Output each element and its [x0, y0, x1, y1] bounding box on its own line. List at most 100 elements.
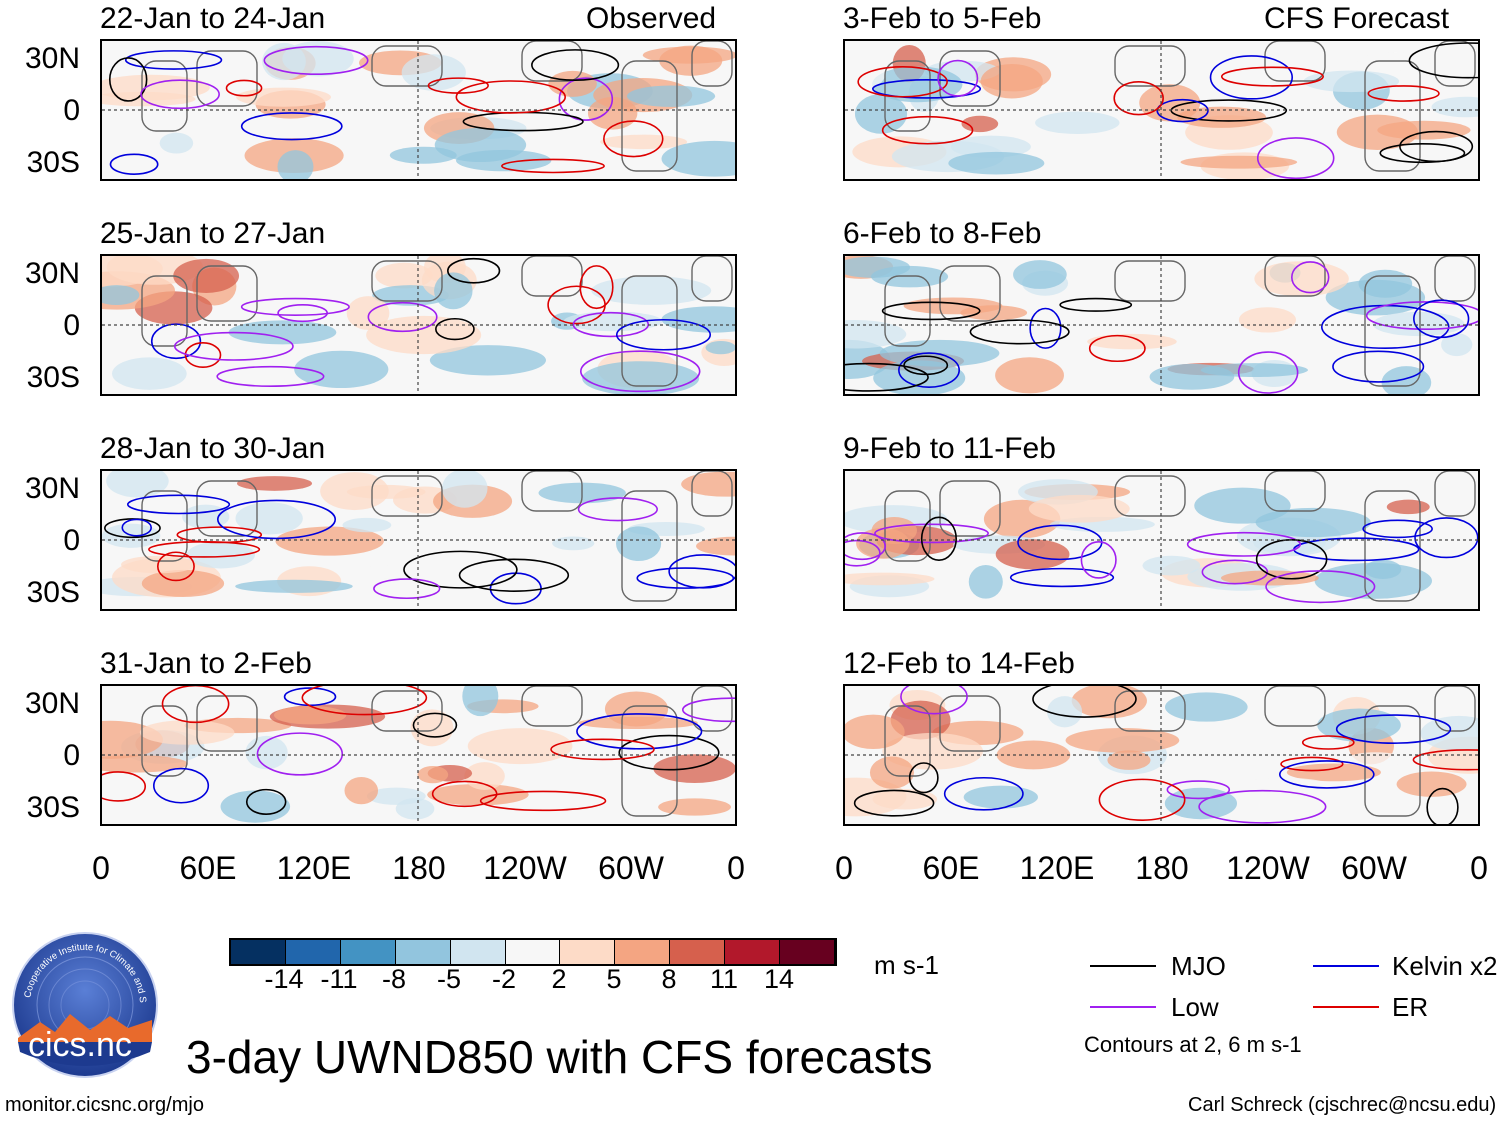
map-panel-obs-3 [100, 469, 737, 611]
coastline-outline [1434, 471, 1476, 517]
kelvin-contour [872, 79, 982, 99]
easterly-anomaly-shade [294, 350, 389, 389]
easterly-anomaly-shade [968, 565, 1003, 599]
lon-label: 120E [276, 850, 352, 886]
panel-title-fcst-4: 12-Feb to 14-Feb [843, 647, 1075, 680]
easterly-anomaly-shade [395, 798, 435, 820]
coastline-outline [371, 260, 443, 302]
legend-label-er: ER [1392, 992, 1429, 1022]
coastline-outline [521, 686, 583, 727]
easterly-anomaly-shade [235, 579, 353, 593]
westerly-anomaly-shade [427, 783, 529, 806]
westerly-anomaly-shade [845, 572, 935, 586]
kelvin-contour [124, 50, 223, 70]
observed-tag: Observed [586, 2, 717, 35]
low-contour [367, 301, 438, 333]
easterly-anomaly-shade [462, 686, 499, 717]
coastline-outline [1364, 60, 1421, 172]
easterly-anomaly-shade [963, 785, 1038, 809]
coastline-outline [1264, 41, 1326, 82]
easterly-anomaly-shade [705, 341, 735, 355]
easterly-anomaly-shade [1420, 715, 1478, 751]
lat-label-30n: 30N [24, 257, 80, 290]
coastline-outline [884, 275, 931, 347]
coastline-outline [939, 480, 1001, 537]
coastline-outline [621, 60, 678, 172]
lon-label: 60E [179, 850, 237, 886]
coastline-outline [691, 686, 733, 732]
er-contour [1367, 85, 1440, 102]
colorbar [229, 938, 837, 966]
mjo-contour [903, 355, 949, 376]
kelvin-contour [1009, 567, 1115, 588]
mjo-contour [1059, 297, 1133, 312]
westerly-anomaly-shade [869, 756, 915, 789]
colorbar-segment [615, 940, 671, 964]
colorbar-tick-label: -5 [436, 964, 461, 994]
easterly-anomaly-shade [845, 256, 910, 278]
er-contour [479, 790, 607, 812]
coastline-outline [691, 256, 733, 302]
mjo-contour [104, 518, 161, 539]
low-contour [845, 532, 887, 561]
westerly-anomaly-shade [845, 714, 905, 749]
lon-label: 120W [483, 850, 567, 886]
westerly-anomaly-shade [980, 63, 1043, 99]
easterly-anomaly-shade [1035, 111, 1120, 134]
low-contour [577, 497, 658, 522]
westerly-anomaly-shade [173, 258, 240, 293]
legend-line-low [1090, 1006, 1156, 1008]
lon-label: 180 [392, 850, 446, 886]
legend-line-kelvin [1313, 965, 1379, 967]
easterly-anomaly-shade [616, 526, 662, 562]
coastline-outline [1114, 45, 1186, 87]
westerly-anomaly-shade [464, 762, 505, 790]
coastline-outline [1264, 686, 1326, 727]
colorbar-tick-label: -8 [381, 964, 406, 994]
easterly-anomaly-shade [582, 361, 700, 394]
westerly-anomaly-shade [1286, 763, 1381, 782]
low-contour [900, 686, 968, 715]
westerly-anomaly-shade [410, 709, 454, 747]
footer-url-link[interactable]: monitor.cicsnc.org/mjo [5, 1094, 204, 1116]
easterly-anomaly-shade [245, 735, 288, 770]
westerly-anomaly-shade [1071, 686, 1147, 719]
panel-title-fcst-1: 3-Feb to 5-Feb [843, 2, 1042, 35]
coastline-outline [1434, 41, 1476, 87]
westerly-anomaly-shade [236, 476, 313, 491]
coastline-outline [1264, 256, 1326, 297]
coastline-outline [196, 50, 258, 107]
coastline-outline [939, 50, 1001, 107]
coastline-outline [1364, 705, 1421, 817]
easterly-anomaly-shade [1372, 311, 1465, 337]
low-contour [173, 331, 294, 361]
low-contour [845, 539, 881, 567]
westerly-anomaly-shade [344, 776, 379, 805]
er-contour [455, 80, 567, 114]
mjo-contour [108, 57, 148, 102]
colorbar-segment [670, 940, 726, 964]
map-panel-fcst-3 [843, 469, 1480, 611]
colorbar-units: m s-1 [874, 950, 939, 980]
mjo-contour [447, 257, 501, 284]
low-contour [579, 350, 701, 393]
kelvin-contour [1278, 760, 1375, 789]
kelvin-contour [153, 767, 210, 804]
westerly-anomaly-shade [659, 45, 723, 76]
coastline-outline [621, 705, 678, 817]
mjo-contour [853, 789, 935, 817]
westerly-anomaly-shade [1238, 307, 1297, 333]
er-contour [603, 120, 664, 158]
panel-title-obs-4: 31-Jan to 2-Feb [100, 647, 312, 680]
lon-label: 60W [598, 850, 664, 886]
main-title: 3-day UWND850 with CFS forecasts [186, 1031, 933, 1083]
kelvin-contour [121, 518, 152, 537]
easterly-anomaly-shade [401, 54, 466, 91]
lat-label-eq: 0 [63, 739, 80, 772]
low-contour [1186, 531, 1302, 557]
coastline-outline [196, 480, 258, 537]
cics-logo-icon: Cooperative Institute for Climate and Sa… [7, 922, 158, 1078]
legend-line-er [1313, 1006, 1379, 1008]
easterly-anomaly-shade [442, 471, 488, 508]
low-contour [373, 578, 441, 600]
